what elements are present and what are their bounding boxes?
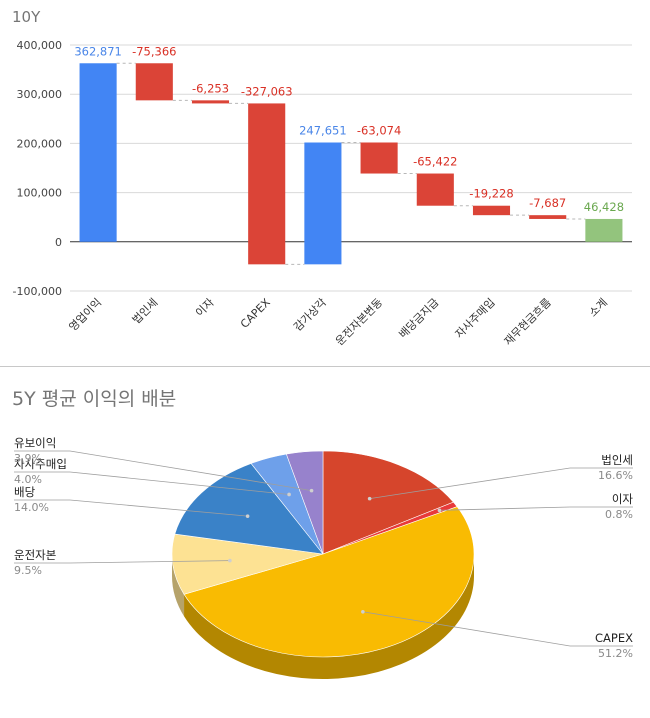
data-label: -6,253 <box>192 81 229 95</box>
pie-slice-side <box>184 554 475 679</box>
data-label: -75,366 <box>132 44 176 58</box>
waterfall-bar <box>248 103 286 265</box>
waterfall-bar <box>79 63 117 242</box>
x-tick-label: 이자 <box>193 296 217 320</box>
pie-slice-label: 유보이익 <box>14 436 56 450</box>
waterfall-bar <box>360 142 398 174</box>
pie-slice <box>322 450 454 555</box>
pie-slice-percent: 16.6% <box>598 469 633 482</box>
waterfall-bar <box>416 173 454 206</box>
pie-leader-line <box>369 467 571 500</box>
data-label: -19,228 <box>469 187 513 201</box>
pie-leader-line <box>69 560 230 564</box>
pie-leader-dot <box>361 609 365 614</box>
x-tick-label: 감가상각 <box>291 296 329 334</box>
x-tick-label: 영업이익 <box>66 296 104 334</box>
data-label: -63,074 <box>357 123 401 137</box>
pie-chart-panel: 5Y 평균 이익의 배분 법인세 16.6% 이자 0.8% CAPEX 51.2% 운전자… <box>0 367 650 718</box>
pie-slice-percent: 14.0% <box>14 501 49 514</box>
pie-leader-dot <box>228 558 232 563</box>
waterfall-bar <box>304 142 342 265</box>
pie-slice-side <box>172 554 185 617</box>
pie-slice-percent: 3.9% <box>14 452 42 465</box>
data-label: 247,651 <box>299 123 347 137</box>
pie-slice-label: 이자 <box>612 492 634 506</box>
y-tick-label: 100,000 <box>17 187 63 200</box>
pie-slice-label: 법인세 <box>601 453 633 467</box>
pie-slice-percent: 9.5% <box>14 564 42 577</box>
y-tick-label: 300,000 <box>17 88 63 101</box>
pie-leader-line <box>362 611 571 647</box>
x-tick-label: 운전자본변동 <box>333 296 385 348</box>
pie-chart-title: 5Y 평균 이익의 배분 <box>12 388 177 410</box>
pie-leader-line <box>69 471 290 495</box>
data-label: -65,422 <box>413 155 457 169</box>
pie-slice-percent: 0.8% <box>605 508 633 521</box>
y-tick-label: -100,000 <box>13 285 62 298</box>
data-label: -7,687 <box>529 196 566 210</box>
waterfall-bar <box>472 205 511 216</box>
pie-slice-label: 배당 <box>14 485 36 499</box>
x-tick-label: 소계 <box>587 296 611 320</box>
pie-slice-label: CAPEX <box>595 631 633 645</box>
pie-leader-line <box>69 450 312 492</box>
pie-slice-label: 운전자본 <box>14 548 56 562</box>
x-tick-label: 법인세 <box>130 296 161 327</box>
x-tick-label: 재무현금흐름 <box>502 296 554 348</box>
pie-slice-percent: 51.2% <box>598 647 633 660</box>
y-tick-label: 0 <box>55 236 62 249</box>
pie-slice-label: 자사주매입 <box>14 457 67 471</box>
pie-chart: 법인세 16.6% 이자 0.8% CAPEX 51.2% 운전자본 9.5% 배당 14.0% 자… <box>14 436 634 679</box>
waterfall-bar <box>135 63 173 101</box>
pie-leader-dot <box>309 488 314 493</box>
waterfall-chart: -100,000 0 100,000 200,000 300,000 400,000 362… <box>13 39 632 348</box>
pie-slice <box>285 450 324 555</box>
pie-leader-line <box>439 506 571 511</box>
waterfall-bar <box>529 215 567 219</box>
x-tick-label: 배당금지급 <box>396 296 441 341</box>
x-tick-label: CAPEX <box>238 296 273 331</box>
chart-divider <box>0 366 650 367</box>
pie-depth <box>172 554 475 679</box>
waterfall-bar <box>585 218 623 242</box>
pie-slice <box>174 463 324 555</box>
pie-slice <box>183 506 475 658</box>
waterfall-chart-title: 10Y <box>12 8 41 26</box>
y-tick-label: 200,000 <box>17 137 63 150</box>
waterfall-chart-panel: 10Y -100,000 0 100,000 200,000 300,000 400,00… <box>12 8 632 348</box>
pie-slice-percent: 4.0% <box>14 473 42 486</box>
data-label: 46,428 <box>584 200 624 214</box>
waterfall-bar <box>191 100 230 104</box>
pie-leader-dot <box>437 508 442 513</box>
data-label: -327,063 <box>241 84 293 98</box>
data-label: 362,871 <box>74 44 122 58</box>
pie-leader-dot <box>245 514 250 518</box>
y-tick-label: 400,000 <box>17 39 63 52</box>
pie-leader-dot <box>287 492 291 497</box>
pie-leader-dot <box>367 496 372 501</box>
x-tick-label: 자사주매입 <box>453 296 498 341</box>
pie-leader-line <box>69 499 248 517</box>
